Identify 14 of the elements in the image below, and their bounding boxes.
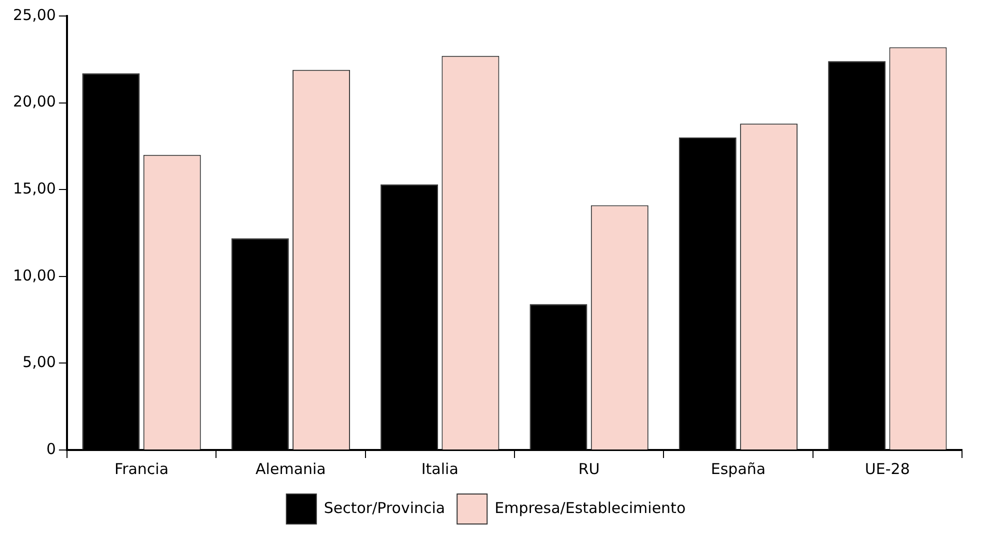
x-tick-label: Italia bbox=[421, 460, 458, 478]
y-tick-label: 0 bbox=[46, 440, 56, 458]
x-tick-label: Francia bbox=[114, 460, 169, 478]
x-tick-label: UE-28 bbox=[864, 460, 910, 478]
legend-label: Sector/Provincia bbox=[324, 498, 446, 517]
y-tick-label: 15,00 bbox=[12, 179, 56, 198]
y-tick-label: 5,00 bbox=[22, 353, 56, 372]
y-tick-label: 25,00 bbox=[12, 6, 56, 24]
y-tick-label: 20,00 bbox=[12, 92, 56, 111]
x-tick-label: Alemania bbox=[256, 460, 326, 478]
x-tick-label: RU bbox=[578, 460, 600, 478]
legend-label: Empresa/Establecimiento bbox=[494, 498, 686, 517]
x-tick-label: España bbox=[710, 460, 766, 478]
y-tick-label: 10,00 bbox=[12, 266, 56, 284]
